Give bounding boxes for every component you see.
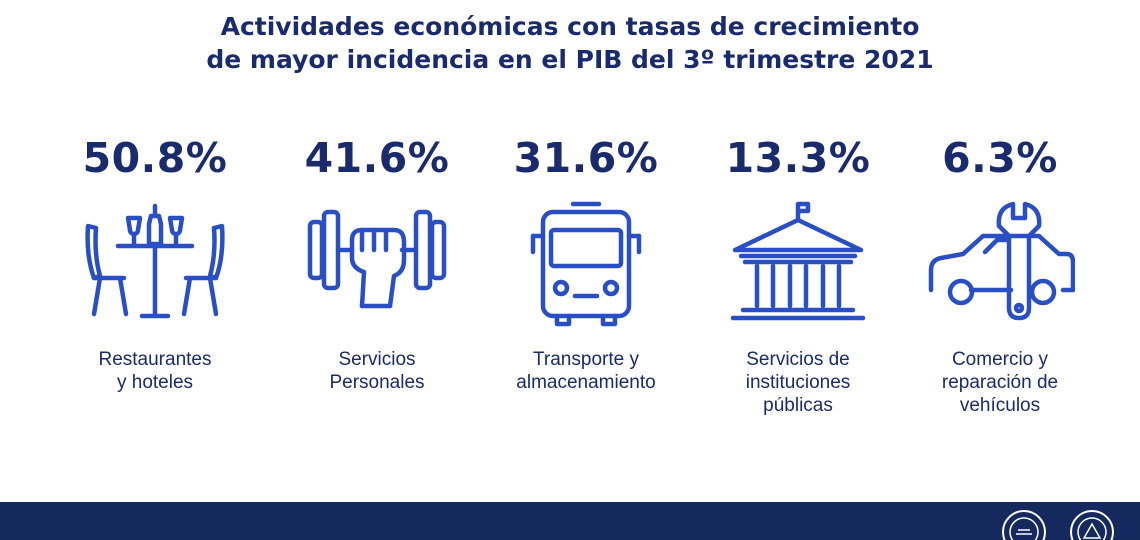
central-bank-logo [1002, 510, 1046, 540]
label-line-3: públicas [763, 395, 833, 416]
label-line-2: Personales [329, 372, 425, 393]
dumbbell-icon [302, 200, 452, 330]
national-seal-logo [1070, 510, 1114, 540]
label-line-1: Servicios [338, 349, 416, 370]
growth-value: 50.8% [82, 134, 228, 182]
bus-icon [511, 200, 661, 330]
growth-value: 31.6% [513, 134, 659, 182]
label-line-3: vehículos [959, 395, 1041, 416]
growth-value: 41.6% [304, 134, 450, 182]
government-building-icon [723, 200, 873, 330]
label-line-2: instituciones [745, 372, 851, 393]
title-line-1: Actividades económicas con tasas de crec… [220, 12, 920, 41]
activity-label: Restaurantes y hoteles [50, 348, 260, 394]
activity-label: Servicios Personales [272, 348, 482, 394]
activity-comercio-reparacion: 6.3% Comercio y reparación de vehículos [895, 130, 1105, 430]
label-line-1: Comercio y [951, 349, 1049, 370]
activity-label: Servicios de instituciones públicas [693, 348, 903, 417]
growth-value: 13.3% [725, 134, 871, 182]
activity-instituciones-publicas: 13.3% Servicios de instituciones pública… [693, 130, 903, 430]
car-wrench-icon [925, 200, 1075, 330]
title-line-2: de mayor incidencia en el PIB del 3º tri… [206, 45, 934, 74]
label-line-1: Servicios de [746, 349, 850, 370]
label-line-2: reparación de [941, 372, 1059, 393]
restaurant-icon [80, 200, 230, 330]
activity-label: Comercio y reparación de vehículos [895, 348, 1105, 417]
activity-transporte: 31.6% Transporte y almacenamiento [481, 130, 691, 430]
label-line-2: y hoteles [116, 372, 194, 393]
growth-value: 6.3% [942, 134, 1058, 182]
activity-servicios-personales: 41.6% Servicios Personales [272, 130, 482, 430]
footer-bar [0, 502, 1140, 540]
activity-restaurantes: 50.8% Restaurantes y hoteles [50, 130, 260, 430]
label-line-2: almacenamiento [516, 372, 656, 393]
page-title: Actividades económicas con tasas de crec… [0, 10, 1140, 76]
activity-label: Transporte y almacenamiento [481, 348, 691, 394]
label-line-1: Transporte y [533, 349, 639, 370]
label-line-1: Restaurantes [98, 349, 212, 370]
